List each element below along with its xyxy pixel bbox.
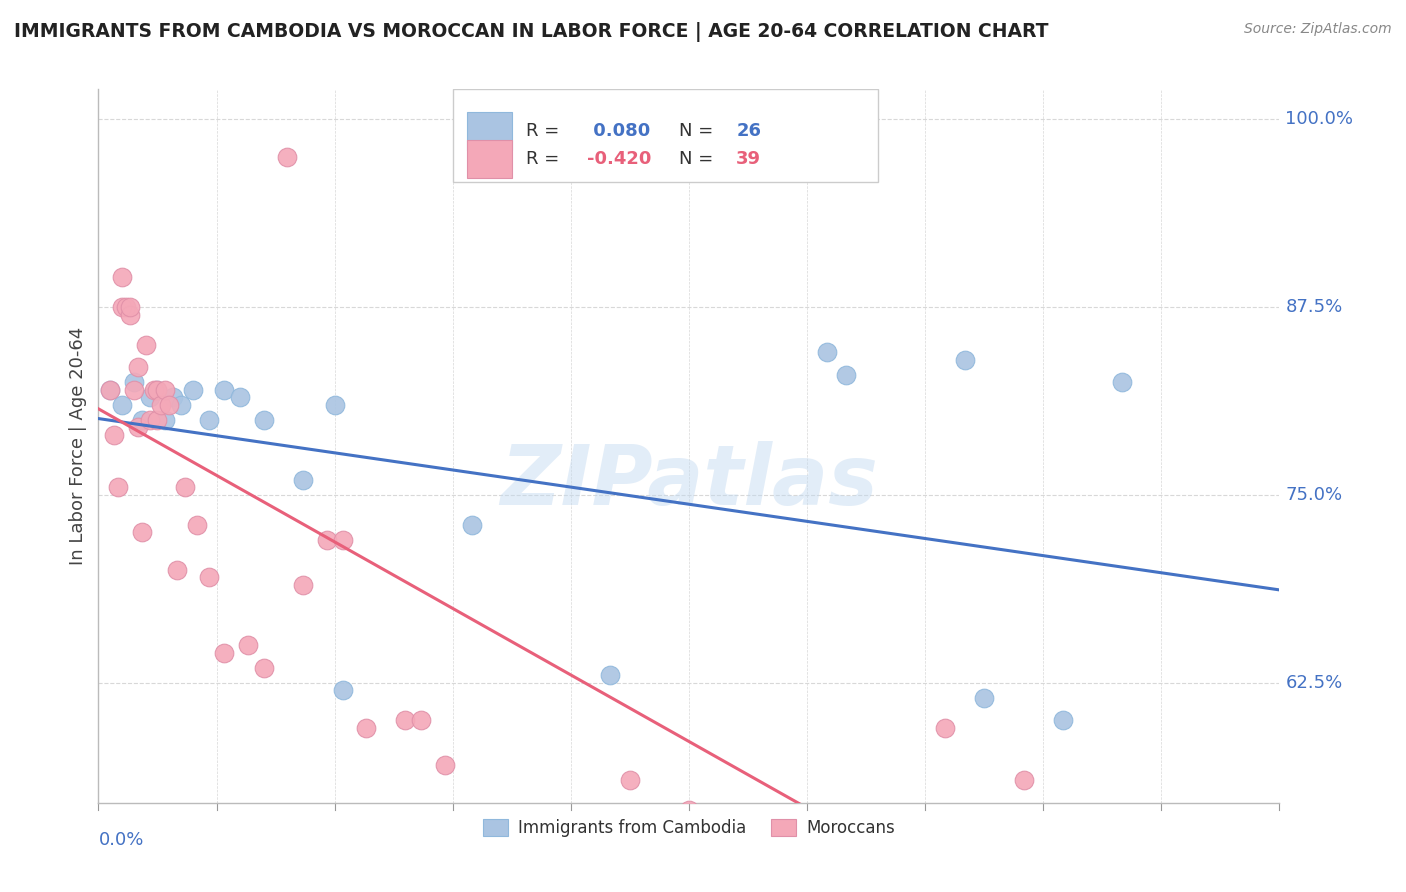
FancyBboxPatch shape (453, 89, 877, 182)
Point (973, 690, 995, 705)
Point (150, 398, 173, 412)
Point (138, 413, 160, 427)
Point (146, 383, 169, 397)
Text: -0.420: -0.420 (588, 150, 652, 168)
Point (166, 563, 188, 577)
Point (229, 390, 252, 404)
Point (142, 383, 165, 397)
Point (934, 721, 956, 735)
Text: 39: 39 (737, 150, 761, 168)
Point (103, 427, 125, 442)
Text: N =: N = (679, 122, 720, 140)
Legend: Immigrants from Cambodia, Moroccans: Immigrants from Cambodia, Moroccans (477, 812, 901, 844)
Point (135, 337, 157, 351)
FancyBboxPatch shape (467, 140, 512, 178)
Point (354, 721, 377, 735)
Point (332, 533, 354, 547)
Point (98, 383, 121, 397)
Text: 0.0%: 0.0% (98, 831, 143, 849)
Text: 0.080: 0.080 (588, 122, 651, 140)
Point (253, 413, 276, 427)
Point (118, 308, 141, 322)
Point (115, 300, 138, 314)
Point (146, 383, 169, 397)
Point (131, 525, 153, 540)
Point (181, 383, 204, 397)
Text: 87.5%: 87.5% (1285, 298, 1343, 316)
Point (155, 383, 177, 397)
Point (111, 300, 134, 314)
Point (253, 660, 276, 674)
Y-axis label: In Labor Force | Age 20-64: In Labor Force | Age 20-64 (69, 326, 87, 566)
Text: 100.0%: 100.0% (1285, 111, 1354, 128)
Point (332, 683, 354, 698)
Text: IMMIGRANTS FROM CAMBODIA VS MOROCCAN IN LABOR FORCE | AGE 20-64 CORRELATION CHAR: IMMIGRANTS FROM CAMBODIA VS MOROCCAN IN … (14, 22, 1049, 42)
FancyBboxPatch shape (467, 112, 512, 150)
Text: N =: N = (679, 150, 720, 168)
Point (131, 413, 153, 427)
Point (433, 758, 456, 772)
Point (111, 270, 134, 285)
Point (197, 413, 219, 427)
Point (315, 533, 337, 547)
Point (292, 473, 315, 487)
Point (1012, 773, 1035, 788)
Point (162, 390, 184, 404)
Text: ZIPatlas: ZIPatlas (501, 442, 877, 522)
Point (118, 300, 141, 314)
Point (107, 480, 129, 494)
Point (111, 398, 134, 412)
Point (461, 517, 484, 532)
Text: 75.0%: 75.0% (1285, 486, 1343, 504)
Point (411, 713, 433, 727)
Point (122, 375, 145, 389)
Point (127, 360, 149, 375)
Point (157, 398, 180, 412)
Point (619, 773, 641, 788)
Point (835, 368, 858, 382)
Point (599, 811, 621, 825)
Point (236, 638, 259, 652)
Point (1052, 713, 1074, 727)
Text: Source: ZipAtlas.com: Source: ZipAtlas.com (1244, 22, 1392, 37)
Text: R =: R = (526, 150, 565, 168)
Point (599, 668, 621, 682)
Point (292, 578, 315, 592)
Point (1111, 375, 1133, 389)
Point (214, 383, 236, 397)
Point (323, 398, 346, 412)
Text: 26: 26 (737, 122, 761, 140)
Text: 62.5%: 62.5% (1285, 673, 1343, 691)
Point (953, 352, 976, 367)
Point (127, 420, 149, 434)
Point (815, 345, 838, 359)
Point (98, 383, 121, 397)
Point (146, 413, 169, 427)
Point (138, 390, 160, 404)
Text: R =: R = (526, 122, 565, 140)
Point (174, 480, 197, 494)
Point (394, 713, 416, 727)
Point (276, 150, 298, 164)
Point (197, 570, 219, 584)
Point (122, 383, 145, 397)
Point (214, 646, 236, 660)
Point (186, 517, 208, 532)
Point (170, 398, 193, 412)
Point (155, 413, 177, 427)
Point (678, 803, 700, 817)
